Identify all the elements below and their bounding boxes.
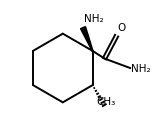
- Polygon shape: [81, 27, 93, 51]
- Text: CH₃: CH₃: [96, 97, 116, 107]
- Text: O: O: [117, 23, 125, 33]
- Text: NH₂: NH₂: [84, 14, 103, 24]
- Text: NH₂: NH₂: [131, 64, 150, 74]
